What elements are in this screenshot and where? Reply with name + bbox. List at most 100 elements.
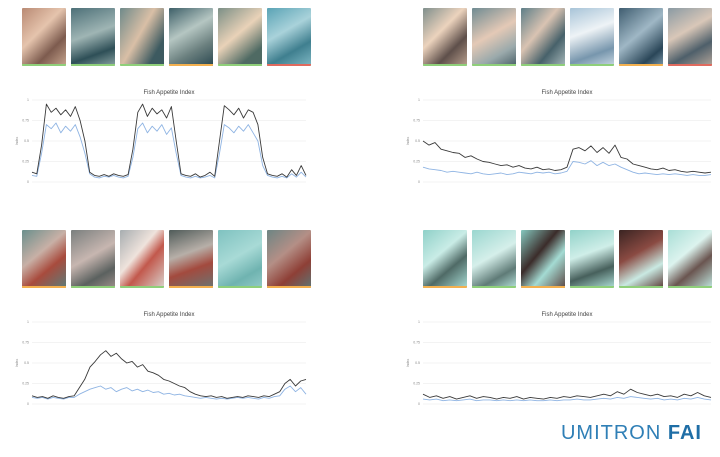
chart-title: Fish Appetite Index	[143, 312, 194, 318]
thumbnail-status-bar	[169, 286, 213, 288]
fish-camera-thumbnail[interactable]	[521, 8, 565, 66]
thumbnail-status-bar	[472, 286, 516, 288]
thumbnail-status-bar	[267, 64, 311, 66]
series-line-dark	[31, 350, 307, 399]
chart-container: Fish Appetite Index Index 0 0.25 0.5 0.75 1	[14, 308, 310, 410]
series-line-light	[422, 160, 712, 176]
fish-camera-thumbnail[interactable]	[570, 230, 614, 288]
y-tick-label: 0.25	[22, 160, 29, 164]
thumbnail-status-bar	[619, 286, 663, 288]
fish-camera-thumbnail[interactable]	[22, 230, 66, 288]
thumbnail-status-bar	[521, 286, 565, 288]
appetite-chart: Fish Appetite Index Index 0 0.25 0.5 0.75 1	[406, 312, 712, 406]
fish-camera-thumbnail[interactable]	[120, 8, 164, 66]
series-line-dark	[31, 103, 307, 178]
fish-camera-thumbnail[interactable]	[472, 230, 516, 288]
series-line-light	[31, 385, 307, 400]
fish-camera-thumbnail[interactable]	[169, 230, 213, 288]
fish-camera-thumbnail[interactable]	[71, 8, 115, 66]
panel-top-right: Fish Appetite Index Index 0 0.25 0.5 0.75 1	[405, 8, 715, 188]
y-tick-label: 0.25	[413, 382, 420, 386]
panel-top-left: Fish Appetite Index Index 0 0.25 0.5 0.75 1	[14, 8, 312, 188]
y-tick-label: 0	[27, 402, 29, 406]
y-tick-label: 0.25	[22, 382, 29, 386]
brand-logo: UMITRON FAI	[561, 422, 702, 445]
y-tick-label: 1	[418, 320, 420, 324]
y-tick-label: 0	[418, 402, 420, 406]
series-line-light	[31, 122, 307, 179]
brand-product: FAI	[667, 422, 702, 444]
fish-camera-thumbnail[interactable]	[668, 8, 712, 66]
y-tick-label: 0.5	[24, 139, 29, 143]
thumbnail-status-bar	[668, 64, 712, 66]
y-tick-label: 0.75	[413, 119, 420, 123]
fish-camera-thumbnail[interactable]	[71, 230, 115, 288]
thumbnail-status-bar	[668, 286, 712, 288]
fish-camera-thumbnail[interactable]	[521, 230, 565, 288]
y-axis-label: Index	[406, 136, 410, 145]
appetite-chart: Fish Appetite Index Index 0 0.25 0.5 0.75 1	[406, 90, 712, 184]
fish-camera-thumbnail[interactable]	[22, 8, 66, 66]
thumbnail-status-bar	[71, 286, 115, 288]
series-line-dark	[422, 140, 712, 174]
fish-camera-thumbnail[interactable]	[169, 8, 213, 66]
fish-camera-thumbnail[interactable]	[668, 230, 712, 288]
thumbnail-status-bar	[521, 64, 565, 66]
y-tick-label: 0.25	[413, 160, 420, 164]
thumbnail-status-bar	[423, 286, 467, 288]
y-tick-label: 0.5	[415, 361, 420, 365]
thumbnail-status-bar	[570, 64, 614, 66]
thumbnail-status-bar	[22, 64, 66, 66]
series-line-dark	[422, 388, 712, 400]
chart-container: Fish Appetite Index Index 0 0.25 0.5 0.75 1	[405, 86, 715, 188]
fish-camera-thumbnail[interactable]	[570, 8, 614, 66]
panel-bottom-right: Fish Appetite Index Index 0 0.25 0.5 0.75 1	[405, 230, 715, 410]
brand-name: UMITRON	[560, 422, 662, 444]
thumbnail-status-bar	[71, 64, 115, 66]
thumbnail-status-bar	[619, 64, 663, 66]
y-tick-label: 0.75	[22, 341, 29, 345]
fish-camera-thumbnail[interactable]	[423, 8, 467, 66]
y-axis-label: Index	[15, 358, 19, 367]
fish-camera-thumbnail[interactable]	[619, 8, 663, 66]
y-tick-label: 1	[418, 98, 420, 102]
y-axis-label: Index	[406, 358, 410, 367]
y-tick-label: 0.5	[415, 139, 420, 143]
thumbnail-row	[22, 8, 312, 70]
fish-camera-thumbnail[interactable]	[619, 230, 663, 288]
thumbnail-status-bar	[423, 64, 467, 66]
thumbnail-row	[22, 230, 312, 292]
fish-camera-thumbnail[interactable]	[267, 230, 311, 288]
chart-container: Fish Appetite Index Index 0 0.25 0.5 0.75 1	[405, 308, 715, 410]
thumbnail-status-bar	[218, 64, 262, 66]
y-axis-label: Index	[15, 136, 19, 145]
fish-camera-thumbnail[interactable]	[267, 8, 311, 66]
thumbnail-status-bar	[120, 286, 164, 288]
thumbnail-status-bar	[267, 286, 311, 288]
thumbnail-status-bar	[120, 64, 164, 66]
thumbnail-status-bar	[218, 286, 262, 288]
chart-title: Fish Appetite Index	[541, 90, 592, 96]
y-tick-label: 1	[27, 320, 29, 324]
fish-camera-thumbnail[interactable]	[218, 8, 262, 66]
y-tick-label: 0.5	[24, 361, 29, 365]
panel-bottom-left: Fish Appetite Index Index 0 0.25 0.5 0.75 1	[14, 230, 312, 410]
thumbnail-status-bar	[169, 64, 213, 66]
y-tick-label: 0.75	[413, 341, 420, 345]
thumbnail-row	[423, 230, 713, 292]
chart-title: Fish Appetite Index	[541, 312, 592, 318]
chart-title: Fish Appetite Index	[143, 90, 194, 96]
y-tick-label: 0.75	[22, 119, 29, 123]
thumbnail-status-bar	[570, 286, 614, 288]
fish-camera-thumbnail[interactable]	[120, 230, 164, 288]
y-tick-label: 1	[27, 98, 29, 102]
thumbnail-row	[423, 8, 713, 70]
fish-camera-thumbnail[interactable]	[423, 230, 467, 288]
fish-camera-thumbnail[interactable]	[472, 8, 516, 66]
fish-camera-thumbnail[interactable]	[218, 230, 262, 288]
thumbnail-status-bar	[472, 64, 516, 66]
appetite-chart: Fish Appetite Index Index 0 0.25 0.5 0.75 1	[15, 90, 307, 184]
y-tick-label: 0	[418, 180, 420, 184]
appetite-chart: Fish Appetite Index Index 0 0.25 0.5 0.75 1	[15, 312, 307, 406]
series-line-light	[422, 396, 712, 402]
